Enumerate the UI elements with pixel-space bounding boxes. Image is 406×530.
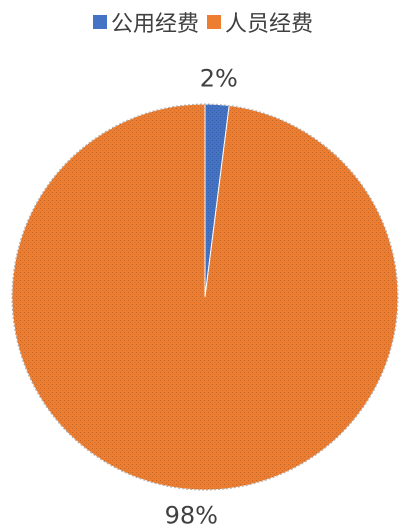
legend: 公用经费 人员经费 [0,6,406,38]
legend-label-public: 公用经费 [110,12,199,37]
legend-item-public: 公用经费 [92,6,199,38]
legend-label-personnel: 人员经费 [225,12,314,37]
legend-item-personnel: 人员经费 [207,6,313,38]
legend-swatch-public [92,15,107,29]
data-label-personnel: 98% [165,502,218,530]
data-label-public: 2% [200,64,238,92]
legend-swatch-personnel [207,15,221,29]
pie-outline [11,103,399,491]
slice-personnel-texture [11,104,398,490]
